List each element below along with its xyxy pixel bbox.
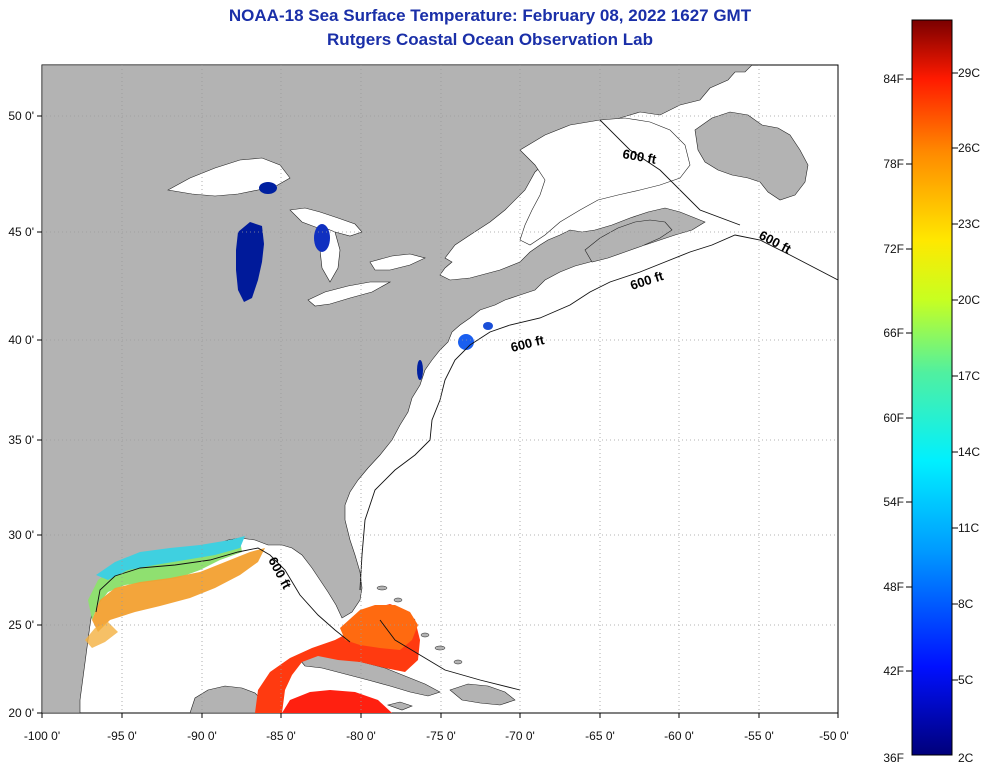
colorbar-c-label: 20C [958, 293, 980, 307]
colorbar-f-label: 36F [883, 751, 904, 765]
x-tick-label: -85 0' [266, 729, 296, 743]
colorbar-c-label: 17C [958, 369, 980, 383]
colorbar-f-label: 42F [883, 664, 904, 678]
colorbar-f-label: 48F [883, 580, 904, 594]
axis-ticks [37, 115, 839, 718]
colorbar-c-label: 14C [958, 445, 980, 459]
x-tick-label: -100 0' [24, 729, 60, 743]
contour-label: 600 ft [621, 146, 658, 167]
y-tick-label: 45 0' [8, 225, 34, 239]
colorbar-f-label: 84F [883, 72, 904, 86]
land-nova-scotia [584, 219, 673, 263]
x-tick-label: -90 0' [187, 729, 217, 743]
colorbar-c-label: 11C [958, 521, 979, 535]
y-tick-label: 40 0' [8, 333, 34, 347]
colorbar-c-label: 29C [958, 66, 980, 80]
land-hispaniola [449, 683, 516, 706]
colorbar-f-label: 54F [883, 495, 904, 509]
y-tick-label: 35 0' [8, 433, 34, 447]
map-title: NOAA-18 Sea Surface Temperature: Februar… [228, 6, 752, 25]
colorbar-c-label: 26C [958, 141, 980, 155]
colorbar-ticks [906, 72, 958, 681]
y-tick-label: 50 0' [8, 109, 34, 123]
x-tick-label: -60 0' [664, 729, 694, 743]
y-tick-label: 30 0' [8, 528, 34, 542]
colorbar-f-label: 78F [883, 157, 904, 171]
x-tick-label: -70 0' [505, 729, 535, 743]
x-tick-label: -80 0' [346, 729, 376, 743]
colorbar-c-label: 2C [958, 751, 974, 765]
sst-lakes-cold [236, 182, 493, 380]
x-tick-label: -95 0' [107, 729, 137, 743]
y-axis-labels: 50 0' 45 0' 40 0' 35 0' 30 0' 25 0' 20 0… [8, 109, 34, 720]
map-subtitle: Rutgers Coastal Ocean Observation Lab [327, 30, 653, 49]
x-axis-labels: -100 0' -95 0' -90 0' -85 0' -80 0' -75 … [24, 729, 849, 743]
x-tick-label: -55 0' [744, 729, 774, 743]
gridlines [42, 65, 838, 713]
sst-gulf [85, 536, 420, 713]
colorbar-f-label: 60F [883, 411, 904, 425]
colorbar-f-label: 66F [883, 326, 904, 340]
land-newfoundland [694, 111, 809, 201]
colorbar [911, 19, 953, 756]
y-tick-label: 20 0' [8, 706, 34, 720]
colorbar-c-label: 23C [958, 217, 980, 231]
colorbar-c-label: 8C [958, 597, 974, 611]
colorbar-f-label: 72F [883, 242, 904, 256]
colorbar-f-labels: 84F 78F 72F 66F 60F 54F 48F 42F 36F [883, 72, 904, 765]
y-tick-label: 25 0' [8, 618, 34, 632]
x-tick-label: -65 0' [585, 729, 615, 743]
colorbar-c-labels: 29C 26C 23C 20C 17C 14C 11C 8C 5C 2C [958, 66, 980, 765]
x-tick-label: -75 0' [426, 729, 456, 743]
depth-contours [95, 119, 838, 691]
x-tick-label: -50 0' [819, 729, 849, 743]
colorbar-c-label: 5C [958, 673, 974, 687]
land-jamaica [386, 701, 413, 711]
